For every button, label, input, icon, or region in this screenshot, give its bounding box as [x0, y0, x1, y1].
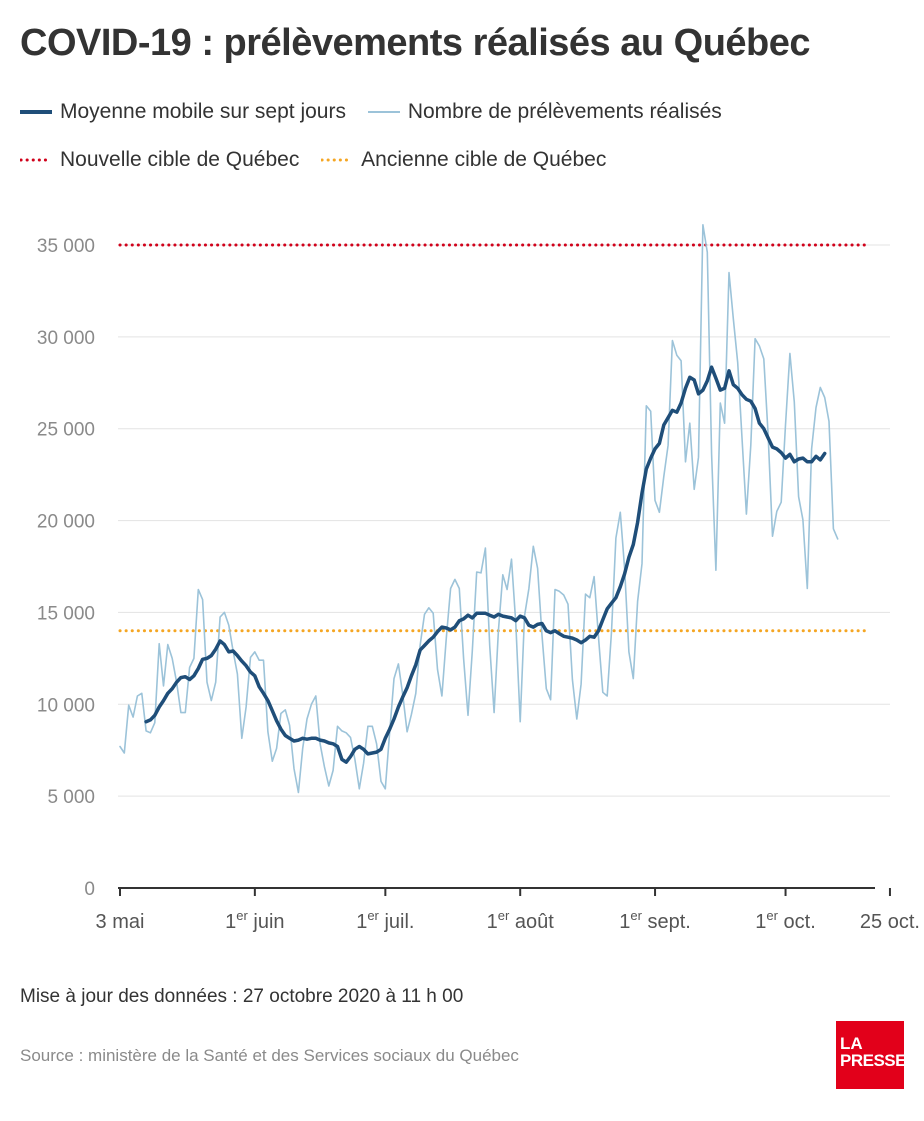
- logo-line-1: LA: [840, 1034, 863, 1053]
- x-tick-label-6: 25 oct.: [860, 911, 920, 933]
- source-note: Source : ministère de la Santé et des Se…: [20, 1046, 519, 1065]
- legend-swatch-new-target: [20, 158, 52, 162]
- series-line-daily-samples: [119, 223, 839, 794]
- y-tick-label-1: 5 000: [47, 787, 95, 808]
- legend-item-moving-average: Moyenne mobile sur sept jours: [20, 100, 346, 124]
- x-tick-label-2: 1er juil.: [356, 908, 414, 933]
- legend-item-daily-samples: Nombre de prélèvements réalisés: [367, 100, 722, 124]
- x-tick-label-5: 1er oct.: [755, 908, 815, 933]
- y-tick-label-3: 15 000: [37, 603, 95, 624]
- y-tick-label-5: 25 000: [37, 420, 95, 441]
- chart-title: COVID-19 : prélèvements réalisés au Québ…: [20, 22, 811, 64]
- x-tick-label-4: 1er sept.: [619, 908, 691, 933]
- legend-swatch-daily-samples: [367, 111, 400, 113]
- x-tick-label-0: 3 mai: [96, 911, 145, 933]
- legend-row-1: Moyenne mobile sur sept jours Nombre de …: [20, 98, 738, 124]
- legend-label-old-target: Ancienne cible de Québec: [361, 148, 607, 171]
- legend-swatch-moving-average: [20, 110, 52, 114]
- y-tick-label-6: 30 000: [37, 328, 95, 349]
- x-tick-label-3: 1er août: [487, 908, 555, 933]
- y-tick-label-7: 35 000: [37, 236, 95, 257]
- legend-label-moving-average: Moyenne mobile sur sept jours: [60, 100, 346, 123]
- y-tick-label-4: 20 000: [37, 512, 95, 533]
- legend-swatch-old-target: [321, 158, 354, 162]
- legend-item-new-target: Nouvelle cible de Québec: [20, 148, 299, 172]
- la-presse-logo: LA PRESSE: [836, 1021, 906, 1089]
- line-chart: 0 5 000 10 000 15 000 20 000 25 000 30 000 35 0…: [37, 223, 920, 933]
- x-tick-label-1: 1er juin: [225, 908, 284, 933]
- legend-label-daily-samples: Nombre de prélèvements réalisés: [407, 100, 722, 123]
- legend-item-old-target: Ancienne cible de Québec: [321, 148, 606, 172]
- update-note: Mise à jour des données : 27 octobre 202…: [20, 986, 464, 1007]
- y-tick-label-2: 10 000: [37, 695, 95, 716]
- legend-label-new-target: Nouvelle cible de Québec: [60, 148, 300, 171]
- legend-row-2: Nouvelle cible de Québec Ancienne cible …: [20, 146, 622, 172]
- y-tick-label-0: 0: [84, 879, 95, 900]
- logo-line-2: PRESSE: [840, 1051, 906, 1070]
- series-line-moving-average: [144, 365, 827, 764]
